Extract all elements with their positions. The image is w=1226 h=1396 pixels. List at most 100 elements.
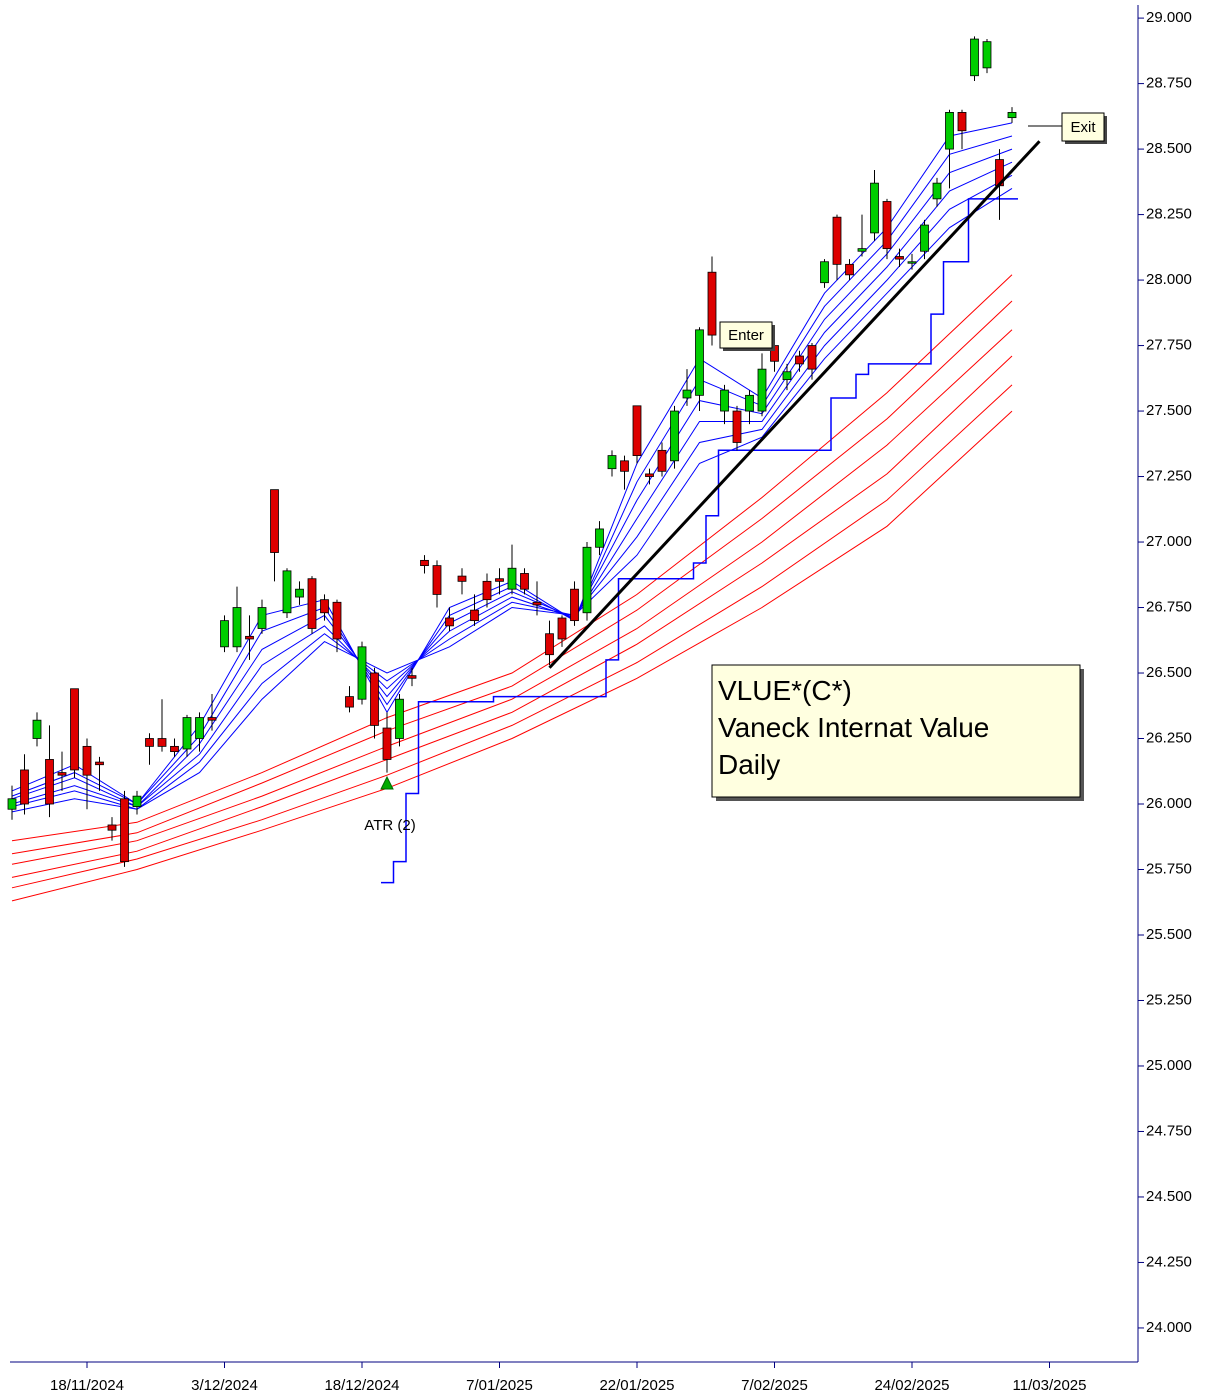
candle-body	[657, 449, 667, 472]
y-tick-label: 28.000	[1146, 271, 1192, 288]
candle-body	[482, 580, 492, 601]
candle-body	[895, 256, 904, 260]
candle-body	[982, 41, 992, 69]
y-tick-label: 27.250	[1146, 468, 1192, 485]
y-tick-label: 26.750	[1146, 598, 1192, 615]
candle-body	[957, 112, 967, 132]
x-tick-label: 7/02/2025	[741, 1377, 808, 1394]
candle-body	[682, 389, 692, 399]
candle-body	[370, 672, 379, 726]
candle-body	[757, 368, 767, 412]
candle-body	[882, 201, 892, 250]
candle-body	[607, 455, 617, 470]
candle-body	[720, 389, 729, 412]
candle-body	[395, 698, 404, 739]
candle-body	[332, 601, 342, 640]
candle-body	[920, 224, 929, 252]
y-tick-label: 27.500	[1146, 402, 1192, 419]
candle-body	[795, 355, 804, 365]
y-tick-label: 26.000	[1146, 795, 1192, 812]
candle-body	[95, 761, 104, 766]
title-line: Vaneck Internat Value	[718, 712, 989, 743]
candle-body	[20, 769, 29, 805]
x-tick-label: 11/03/2025	[1013, 1377, 1087, 1394]
candle-body	[745, 394, 754, 412]
y-tick-label: 25.250	[1146, 991, 1192, 1008]
trend-line	[548, 140, 1041, 669]
y-tick-label: 28.750	[1146, 75, 1192, 92]
candle-body	[570, 588, 579, 622]
box-bg	[719, 321, 773, 349]
candle-body	[7, 798, 17, 810]
candle-body	[320, 599, 329, 614]
candle-body	[170, 745, 179, 753]
candle-body	[820, 261, 829, 284]
title-bg	[711, 664, 1081, 798]
box-bg	[1061, 112, 1105, 142]
candle-body	[695, 329, 704, 396]
x-tick-label: 3/12/2024	[191, 1377, 258, 1394]
ma-line	[11, 174, 1013, 810]
candle-body	[945, 112, 954, 150]
candle-body	[845, 263, 854, 276]
x-tick-label: 7/01/2025	[466, 1377, 533, 1394]
ma-line	[11, 300, 1013, 855]
y-tick-label: 29.000	[1146, 9, 1192, 26]
x-tick-label: 18/12/2024	[324, 1377, 399, 1394]
candle-body	[282, 570, 292, 614]
candle-body	[257, 607, 267, 629]
candle-body	[82, 745, 92, 776]
candle-body	[432, 565, 442, 595]
candle-body	[507, 567, 517, 590]
candle-body	[445, 617, 454, 627]
candle-body	[220, 620, 229, 648]
candle-body	[207, 717, 217, 721]
candle-body	[532, 601, 542, 606]
title-line: Daily	[718, 749, 780, 780]
enter-box: Enter	[719, 321, 775, 351]
y-tick-label: 28.500	[1146, 140, 1192, 157]
candle-body	[182, 717, 192, 750]
candle-body	[1007, 112, 1017, 119]
candle-body	[195, 717, 204, 739]
atr-label: ATR (2)	[364, 817, 415, 834]
candle-body	[670, 410, 679, 462]
candle-body	[870, 182, 879, 234]
candle-body	[582, 546, 592, 614]
y-tick-label: 24.000	[1146, 1319, 1192, 1336]
candle-body	[782, 371, 792, 381]
candle-body	[732, 410, 742, 443]
candle-body	[157, 738, 167, 747]
candle-body	[382, 727, 392, 760]
candle-body	[345, 696, 354, 708]
candle-body	[107, 824, 117, 831]
y-tick-label: 28.250	[1146, 206, 1192, 223]
candle-body	[245, 635, 254, 640]
candle-body	[932, 182, 942, 200]
signal-marker	[380, 775, 394, 790]
candle-body	[620, 460, 629, 472]
x-tick-label: 18/11/2024	[50, 1377, 124, 1394]
candle-body	[632, 405, 642, 456]
candle-body	[357, 646, 367, 700]
y-tick-label: 26.500	[1146, 664, 1192, 681]
x-tick-label: 22/01/2025	[599, 1377, 674, 1394]
y-tick-label: 24.250	[1146, 1253, 1192, 1270]
candle-body	[970, 38, 979, 77]
atr-stop	[381, 198, 1018, 884]
candle-body	[557, 617, 567, 640]
ma-line	[11, 161, 1013, 808]
box-label: Enter	[728, 327, 764, 344]
candle-body	[307, 578, 317, 629]
box-label: Exit	[1070, 119, 1096, 136]
title-line: VLUE*(C*)	[718, 675, 852, 706]
ma-line	[11, 355, 1013, 878]
y-tick-label: 25.500	[1146, 926, 1192, 943]
candle-body	[907, 261, 917, 264]
ma-line	[11, 329, 1013, 865]
candle-body	[270, 489, 279, 553]
candle-body	[595, 528, 604, 548]
candle-body	[32, 719, 42, 739]
candle-body	[470, 609, 479, 622]
